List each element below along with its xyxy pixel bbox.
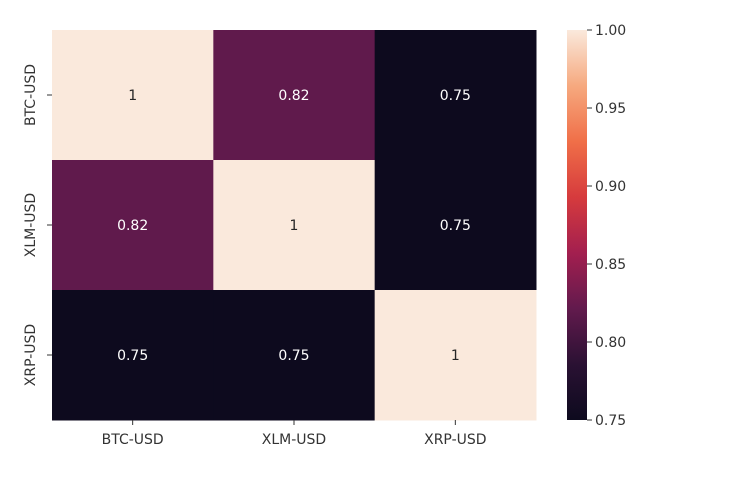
cell-annotation-r0-c1: 0.82: [278, 88, 309, 104]
colorbar-tick-label: 0.95: [595, 101, 626, 117]
heatmap-cell-r1-c1: [213, 160, 376, 291]
x-tick-label: BTC-USD: [102, 432, 164, 448]
cell-annotation-r2-c0: 0.75: [117, 348, 148, 364]
cell-annotation-r0-c0: 1: [128, 88, 137, 104]
heatmap-cell-r2-c0: [52, 290, 214, 421]
heatmap-cell-r2-c1: [213, 290, 376, 421]
cell-annotation-r1-c2: 0.75: [440, 218, 471, 234]
y-tick-label: XRP-USD: [23, 324, 39, 386]
cell-annotation-r2-c1: 0.75: [278, 348, 309, 364]
colorbar-tick-label: 0.90: [595, 179, 626, 195]
y-tick-label: XLM-USD: [23, 193, 39, 257]
heatmap-cell-r1-c2: [374, 160, 537, 291]
cell-annotation-r2-c2: 1: [451, 348, 460, 364]
x-axis: BTC-USD XLM-USD XRP-USD: [102, 420, 487, 448]
heatmap-cells: 1 0.82 0.75 0.82 1 0.75 0.75 0.75 1: [52, 30, 537, 421]
colorbar-tick-label: 1.00: [595, 23, 626, 39]
heatmap-cell-r0-c0: [52, 30, 214, 161]
y-tick-label: BTC-USD: [23, 64, 39, 126]
cell-annotation-r0-c2: 0.75: [440, 88, 471, 104]
heatmap-cell-r2-c2: [374, 290, 537, 421]
heatmap-cell-r1-c0: [52, 160, 214, 291]
colorbar: 1.00 0.95 0.90 0.85 0.80 0.75: [567, 23, 626, 429]
heatmap-cell-r0-c2: [374, 30, 537, 161]
cell-annotation-r1-c1: 1: [290, 218, 299, 234]
x-tick-label: XRP-USD: [424, 432, 486, 448]
colorbar-tick-label: 0.80: [595, 335, 626, 351]
cell-annotation-r1-c0: 0.82: [117, 218, 148, 234]
colorbar-gradient: [567, 30, 587, 420]
x-tick-label: XLM-USD: [262, 432, 326, 448]
colorbar-tick-label: 0.75: [595, 413, 626, 429]
heatmap-cell-r0-c1: [213, 30, 376, 161]
colorbar-tick-label: 0.85: [595, 257, 626, 273]
y-axis: BTC-USD XLM-USD XRP-USD: [23, 64, 52, 386]
